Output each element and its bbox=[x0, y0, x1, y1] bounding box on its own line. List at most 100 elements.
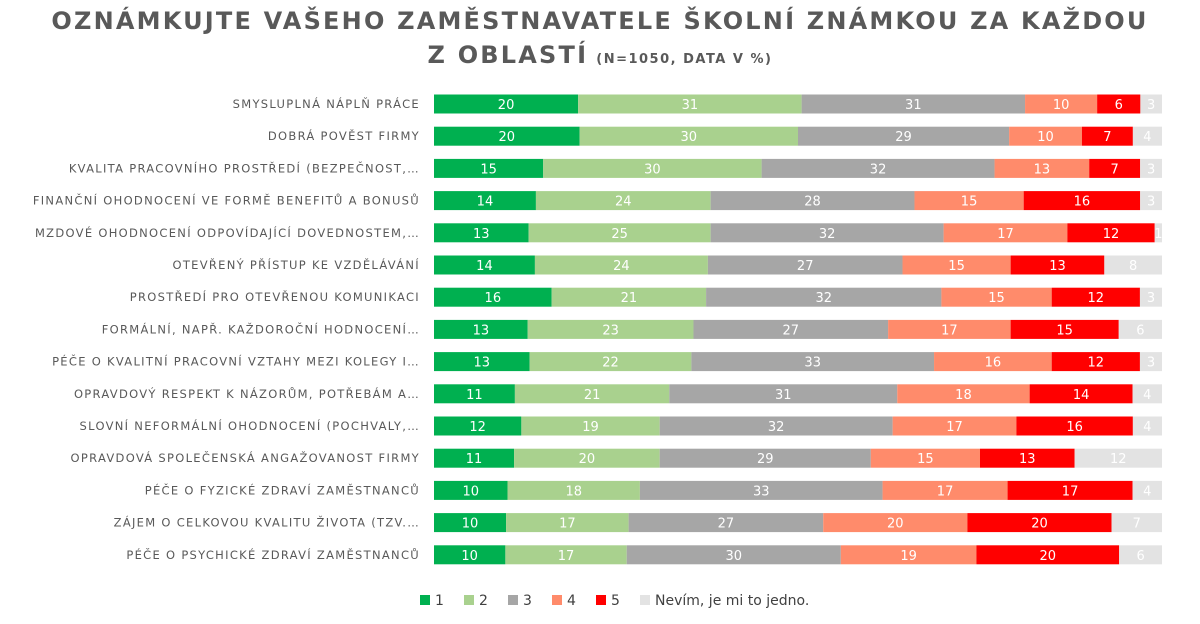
data-label: 21 bbox=[621, 291, 638, 306]
data-label: 29 bbox=[757, 452, 774, 467]
bar-segment-1 bbox=[434, 416, 522, 436]
bar-row: 20 31 31 10 6 3 bbox=[434, 94, 1162, 114]
bars-group: 20 31 31 10 6 320 30 29 10 7 415 30 32 13 7 314 24 28 15 16… bbox=[434, 94, 1163, 565]
bar-segment-4 bbox=[897, 384, 1030, 404]
data-label: 13 bbox=[473, 323, 490, 338]
legend-label: 4 bbox=[567, 593, 576, 609]
legend-label: 3 bbox=[523, 593, 532, 609]
data-label: 17 bbox=[937, 484, 954, 499]
bar-segment-5 bbox=[1051, 287, 1140, 307]
category-label: PÉČE O PSYCHICKÉ ZDRAVÍ ZAMĚSTNANCŮ bbox=[126, 547, 420, 562]
data-label: 32 bbox=[768, 420, 785, 435]
legend-swatch-6 bbox=[640, 595, 650, 605]
legend-swatch-4 bbox=[552, 595, 562, 605]
data-label: 8 bbox=[1129, 259, 1137, 274]
bar-row: 16 21 32 15 12 3 bbox=[434, 287, 1162, 307]
title-line-1: OZNÁMKUJTE VAŠEHO ZAMĚSTNAVATELE ŠKOLNÍ … bbox=[51, 7, 1149, 35]
bar-segment-2 bbox=[527, 319, 694, 339]
bar-row: 14 24 27 15 13 8 bbox=[434, 255, 1162, 275]
bar-segment-2 bbox=[521, 416, 660, 436]
data-label: 16 bbox=[485, 291, 502, 306]
bar-segment-1 bbox=[434, 191, 536, 211]
category-label: OPRAVDOVÁ SPOLEČENSKÁ ANGAŽOVANOST FIRMY bbox=[71, 450, 420, 465]
bar-segment-3 bbox=[801, 94, 1026, 114]
bar-segment-6 bbox=[1074, 448, 1162, 468]
category-label: SLOVNÍ NEFORMÁLNÍ OHODNOCENÍ (POCHVALY,… bbox=[80, 418, 420, 433]
bar-segment-3 bbox=[659, 448, 871, 468]
bar-segment-1 bbox=[434, 319, 528, 339]
category-label: OPRAVDOVÝ RESPEKT K NÁZORŮM, POTŘEBÁM A… bbox=[74, 386, 420, 401]
category-label: PROSTŘEDÍ PRO OTEVŘENOU KOMUNIKACI bbox=[130, 289, 420, 304]
legend-label: Nevím, je mi to jedno. bbox=[655, 593, 809, 609]
data-label: 12 bbox=[1088, 356, 1105, 371]
bar-segment-6 bbox=[1104, 255, 1162, 275]
data-label: 13 bbox=[1019, 452, 1036, 467]
bar-segment-1 bbox=[434, 158, 544, 178]
bar-segment-1 bbox=[434, 384, 515, 404]
data-label: 10 bbox=[461, 549, 478, 564]
data-label: 16 bbox=[1066, 420, 1083, 435]
bar-segment-4 bbox=[1009, 126, 1082, 146]
bar-segment-5 bbox=[1089, 158, 1141, 178]
data-label: 23 bbox=[602, 323, 619, 338]
bar-segment-4 bbox=[882, 480, 1008, 500]
data-label: 17 bbox=[558, 549, 575, 564]
bar-segment-4 bbox=[941, 287, 1052, 307]
data-label: 20 bbox=[579, 452, 596, 467]
bar-segment-2 bbox=[543, 158, 762, 178]
bar-row: 10 18 33 17 17 4 bbox=[434, 480, 1162, 500]
bar-segment-5 bbox=[1051, 352, 1140, 372]
data-label: 13 bbox=[473, 227, 490, 242]
data-label: 27 bbox=[718, 517, 735, 532]
bar-segment-1 bbox=[434, 448, 515, 468]
title-line-2: Z OBLASTÍ (N=1050, DATA V %) bbox=[0, 38, 1200, 77]
bar-segment-4 bbox=[888, 319, 1011, 339]
data-label: 14 bbox=[476, 259, 493, 274]
data-label: 4 bbox=[1143, 388, 1151, 403]
data-label: 4 bbox=[1143, 484, 1151, 499]
bar-segment-1 bbox=[434, 287, 552, 307]
bar-segment-5 bbox=[1023, 191, 1141, 211]
bar-segment-4 bbox=[870, 448, 980, 468]
bar-segment-4 bbox=[943, 223, 1068, 243]
data-label: 33 bbox=[804, 356, 821, 371]
data-label: 15 bbox=[988, 291, 1005, 306]
data-label: 3 bbox=[1147, 162, 1155, 177]
chart-subtitle: (N=1050, DATA V %) bbox=[596, 52, 773, 67]
data-label: 12 bbox=[1088, 291, 1105, 306]
data-label: 18 bbox=[565, 484, 582, 499]
bar-row: 13 25 32 17 12 1 bbox=[434, 223, 1163, 243]
data-label: 12 bbox=[469, 420, 486, 435]
data-label: 19 bbox=[900, 549, 917, 564]
data-label: 13 bbox=[474, 356, 491, 371]
bar-row: 10 17 30 19 20 6 bbox=[434, 545, 1162, 565]
bar-segment-2 bbox=[505, 545, 627, 565]
data-label: 24 bbox=[613, 259, 630, 274]
bar-segment-3 bbox=[798, 126, 1010, 146]
legend: 1 2 3 4 5 Nevím, je mi to jedno. bbox=[420, 593, 809, 609]
data-label: 20 bbox=[499, 130, 516, 145]
legend-label: 5 bbox=[611, 593, 620, 609]
data-label: 14 bbox=[477, 195, 494, 210]
data-label: 20 bbox=[1031, 517, 1048, 532]
category-label: OTEVŘENÝ PŘÍSTUP KE VZDĚLÁVÁNÍ bbox=[172, 257, 420, 272]
data-label: 4 bbox=[1143, 130, 1151, 145]
bar-segment-5 bbox=[980, 448, 1075, 468]
data-label: 25 bbox=[611, 227, 628, 242]
chart-title: OZNÁMKUJTE VAŠEHO ZAMĚSTNAVATELE ŠKOLNÍ … bbox=[0, 4, 1200, 77]
bar-segment-1 bbox=[434, 255, 535, 275]
category-label: KVALITA PRACOVNÍHO PROSTŘEDÍ (BEZPEČNOST… bbox=[69, 160, 420, 175]
data-label: 31 bbox=[905, 98, 922, 113]
data-label: 11 bbox=[466, 452, 483, 467]
data-label: 17 bbox=[946, 420, 963, 435]
data-label: 6 bbox=[1136, 323, 1144, 338]
data-label: 27 bbox=[783, 323, 800, 338]
bar-segment-6 bbox=[1140, 158, 1162, 178]
bar-segment-3 bbox=[707, 255, 903, 275]
data-label: 28 bbox=[804, 195, 821, 210]
bar-segment-5 bbox=[967, 513, 1112, 533]
bar-segment-6 bbox=[1154, 223, 1162, 243]
bar-segment-5 bbox=[1007, 480, 1133, 500]
legend-swatch-1 bbox=[420, 595, 430, 605]
data-label: 16 bbox=[1074, 195, 1091, 210]
